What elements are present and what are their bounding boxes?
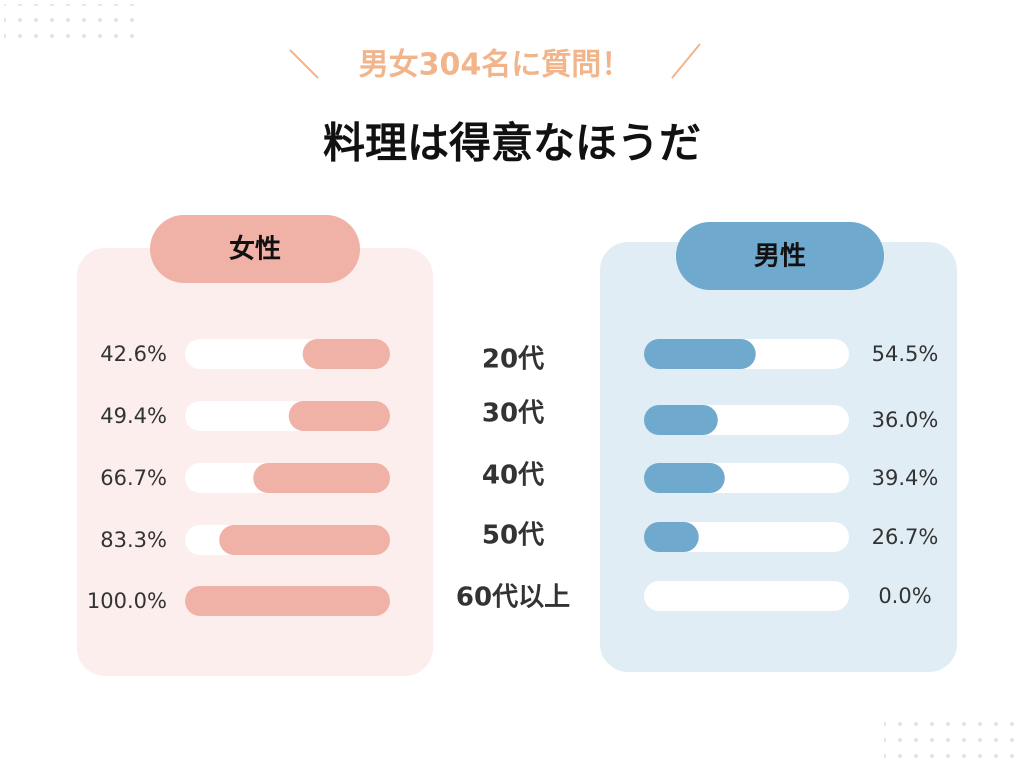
category-label: 60代以上	[456, 583, 570, 613]
dot-decoration	[4, 4, 140, 48]
value-label: 100.0%	[87, 589, 167, 613]
bar	[644, 522, 699, 552]
value-label: 83.3%	[100, 528, 167, 552]
value-label: 42.6%	[100, 342, 167, 366]
deco-slash	[671, 43, 701, 79]
legend-pill	[150, 215, 360, 283]
deco-slash	[289, 49, 319, 79]
bar	[253, 463, 390, 493]
value-label: 49.4%	[100, 404, 167, 428]
value-label: 39.4%	[872, 466, 939, 490]
value-label: 26.7%	[872, 525, 939, 549]
legend-label: 女性	[229, 234, 281, 265]
category-label: 20代	[482, 345, 544, 375]
value-label: 0.0%	[878, 584, 931, 608]
bar	[219, 525, 390, 555]
bar	[288, 401, 390, 431]
subtitle: 男女304名に質問！	[359, 48, 632, 83]
legend-label: 男性	[754, 242, 806, 272]
dot-decoration	[884, 716, 1020, 764]
category-label: 40代	[482, 461, 544, 491]
value-label: 36.0%	[872, 408, 939, 432]
legend-pill	[676, 222, 884, 290]
bar	[644, 463, 725, 493]
value-label: 54.5%	[872, 342, 939, 366]
category-label: 30代	[482, 399, 544, 429]
bar	[644, 339, 756, 369]
bar-track	[644, 581, 849, 611]
bar	[302, 339, 390, 369]
bar	[644, 405, 718, 435]
bar	[185, 586, 390, 616]
value-label: 66.7%	[100, 466, 167, 490]
category-label: 50代	[482, 521, 544, 551]
chart-title: 料理は得意なほうだ	[323, 119, 701, 168]
